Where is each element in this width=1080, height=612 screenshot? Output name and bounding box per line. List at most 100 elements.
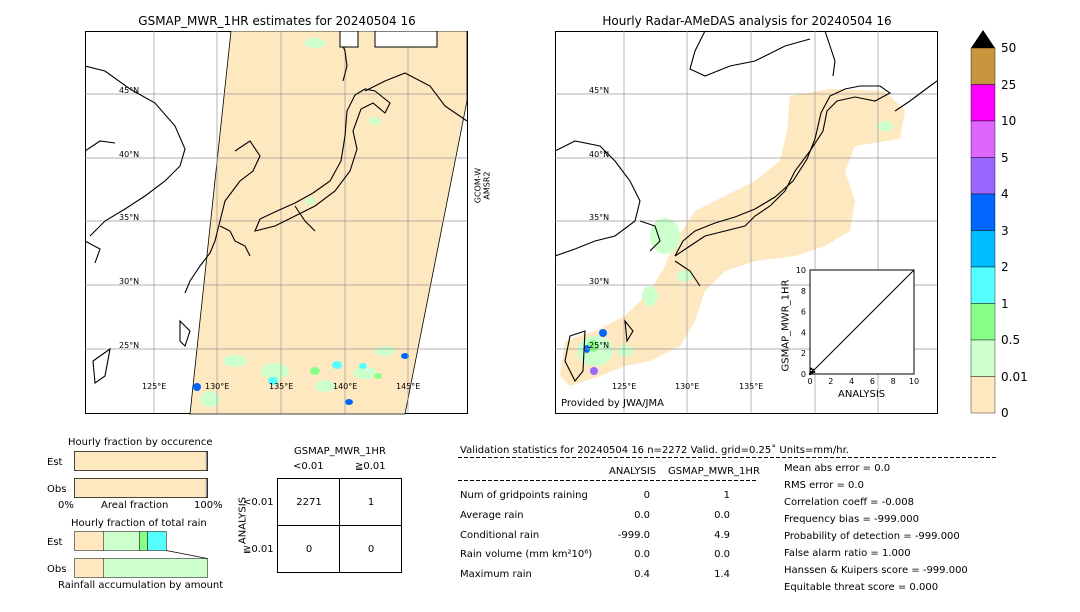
left-coastlines (85, 38, 468, 384)
colorbar-segments (970, 47, 996, 414)
rain-bar-segment (139, 531, 148, 551)
rain-patches-cyan (268, 361, 367, 385)
left-lon-135: 135°E (269, 382, 294, 391)
rain-bar-segment (103, 558, 208, 578)
stat-gsmap: 4.9 (714, 530, 730, 541)
right-coastlines (555, 31, 938, 383)
scatter-xtick: 6 (870, 377, 875, 386)
left-graticule (85, 31, 467, 413)
score-line: Probability of detection = -999.000 (784, 531, 960, 542)
left-lon-130: 130°E (205, 382, 230, 391)
colorbar-label: 3 (1001, 223, 1009, 238)
scatter-ylabel: GSMAP_MWR_1HR (780, 279, 792, 372)
colorbar-segment (970, 84, 996, 122)
scatter-xtick: 8 (891, 377, 896, 386)
scatter-xtick: 10 (909, 377, 919, 386)
left-lat-35: 35°N (119, 213, 140, 222)
left-map (85, 31, 468, 415)
colorbar-label: 2 (1001, 260, 1009, 274)
left-lon-145: 145°E (396, 382, 421, 391)
occ-est-bar (74, 451, 207, 471)
rain-label-obs: Obs (47, 564, 67, 575)
colorbar-segment (970, 266, 996, 304)
contingency-col-1: <0.01 (293, 461, 324, 472)
colorbar-extend-arrow (971, 30, 995, 48)
stat-analysis: 0.0 (634, 510, 650, 521)
score-line: Hanssen & Kuipers score = -999.000 (784, 565, 968, 576)
right-map-title: Hourly Radar-AMeDAS analysis for 2024050… (602, 14, 892, 28)
colorbar-label: 1 (1001, 296, 1009, 311)
validation-col-gsmap: GSMAP_MWR_1HR (668, 466, 760, 477)
left-lat-25: 25°N (119, 341, 140, 350)
colorbar-label: 25 (1001, 77, 1017, 92)
occ-tick-min: 0% (58, 500, 74, 511)
right-lon-130: 130°E (675, 382, 700, 391)
right-lat-45: 45°N (589, 86, 610, 95)
scatter-xlabel: ANALYSIS (838, 389, 886, 400)
occ-label-est: Est (47, 457, 63, 468)
colorbar-label: 0.5 (1001, 333, 1021, 347)
stat-gsmap: 0.0 (714, 510, 730, 521)
colorbar-label: 0 (1001, 406, 1009, 420)
contingency-cell-11: 0 (367, 544, 375, 555)
stat-analysis: 0.0 (634, 549, 650, 560)
right-lon-125: 125°E (612, 382, 637, 391)
validation-divider (458, 457, 996, 458)
inset-scatter: 00 2 2 4 4 6 6 8 8 10 10 (796, 266, 919, 386)
rain-connector (166, 550, 208, 559)
rain-bar-segments (74, 531, 208, 578)
score-line: Correlation coeff = -0.008 (784, 497, 914, 508)
rain-bar-segment (74, 558, 105, 578)
occ-xlabel: Areal fraction (101, 500, 169, 511)
total-rain-bars (74, 531, 208, 578)
inset-box-large (374, 31, 438, 48)
colorbar-segment (970, 47, 996, 85)
contingency-row-1: <0.01 (243, 497, 274, 508)
scatter-diagonal (809, 269, 915, 375)
scatter-xtick: 0 (807, 377, 812, 386)
scatter-xtick: 2 (828, 377, 833, 386)
rain-patches-blue (193, 353, 409, 405)
colorbar-segment (970, 230, 996, 268)
rain-bar-segment (147, 531, 167, 551)
scatter-ytick: 2 (801, 349, 806, 358)
rain-patches-light (200, 38, 395, 407)
right-lat-25: 25°N (589, 341, 610, 350)
score-line: Frequency bias = -999.000 (784, 514, 919, 525)
stat-analysis: -999.0 (617, 530, 650, 541)
stat-analysis: 0 (643, 490, 650, 501)
rain-title: Hourly fraction of total rain (71, 518, 207, 529)
stat-label: Average rain (460, 510, 524, 521)
stat-label: Num of gridpoints raining (460, 490, 588, 501)
stat-label: Rain volume (mm km²10⁶) (460, 549, 593, 560)
score-line: Mean abs error = 0.0 (784, 463, 891, 474)
colorbar-segment (970, 339, 996, 377)
colorbar-segment (970, 193, 996, 231)
contingency-col-2: ≧0.01 (355, 461, 386, 472)
rain-bar-segment (74, 531, 105, 551)
right-lat-35: 35°N (589, 213, 610, 222)
right-lon-135: 135°E (739, 382, 764, 391)
contingency-cell-10: 0 (305, 544, 313, 555)
colorbar-label: 10 (1001, 114, 1017, 128)
rain-patches-medium (310, 367, 382, 379)
scatter-point (812, 370, 816, 374)
colorbar-segment (970, 303, 996, 341)
colorbar-label: 4 (1001, 187, 1009, 201)
scatter-point (809, 367, 813, 370)
validation-col-analysis: ANALYSIS (609, 466, 657, 477)
left-map-title: GSMAP_MWR_1HR estimates for 20240504 16 (138, 14, 416, 28)
scatter-ticks: 00 2 2 4 4 6 6 8 8 10 10 (796, 266, 919, 386)
scatter-point (810, 371, 814, 375)
contingency-cell-01: 1 (367, 497, 375, 508)
validation-subdivider (458, 480, 758, 481)
scatter-ytick: 6 (801, 308, 806, 317)
scatter-ytick: 4 (801, 328, 806, 337)
colorbar-label: 0.01 (1001, 369, 1028, 384)
scatter-ytick: 0 (801, 370, 806, 379)
left-lon-140: 140°E (333, 382, 358, 391)
data-credit: Provided by JWA/JMA (561, 398, 664, 409)
colorbar-segment (970, 157, 996, 195)
inset-box-small (339, 31, 359, 48)
validation-header: Validation statistics for 20240504 16 n=… (460, 445, 849, 456)
